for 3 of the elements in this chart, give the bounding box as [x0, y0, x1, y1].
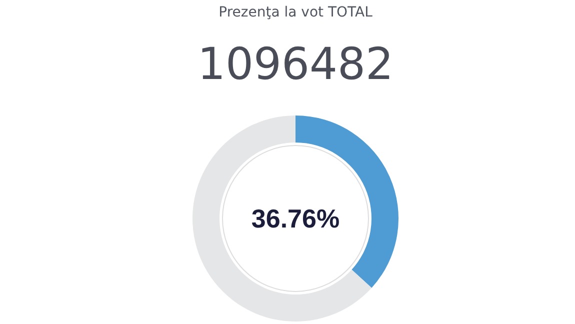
data-label: 36.76% — [251, 204, 340, 234]
chart-title: Prezenţa la vot TOTAL — [218, 4, 373, 20]
chart-subtitle: 1096482 — [198, 39, 394, 90]
